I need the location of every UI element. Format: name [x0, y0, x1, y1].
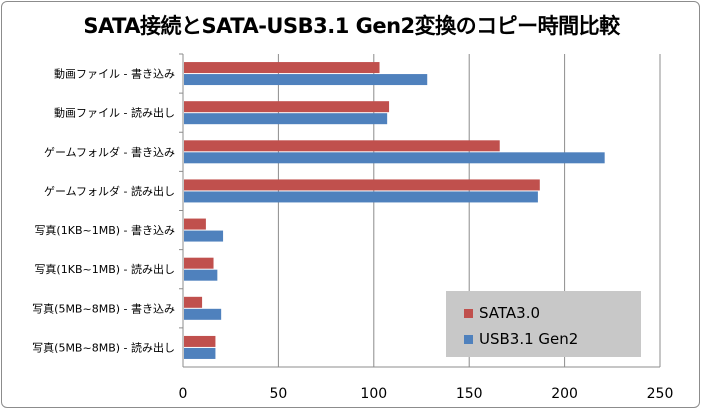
- x-tick-label: 50: [269, 386, 287, 402]
- y-category-label: 動画ファイル - 読み出し: [54, 106, 175, 120]
- legend-swatch-series-1: [464, 308, 473, 318]
- legend: SATA3.0 USB3.1 Gen2: [446, 291, 641, 357]
- bar-usb-5: [184, 230, 224, 242]
- bar-usb-2: [184, 113, 388, 125]
- y-category-label: ゲームフォルダ - 読み出し: [44, 184, 175, 198]
- y-category-label: ゲームフォルダ - 書き込み: [44, 145, 175, 159]
- bar-sata-8: [184, 335, 216, 347]
- chart-title: SATA接続とSATA-USB3.1 Gen2変換のコピー時間比較: [83, 14, 620, 38]
- y-category-label: 写真(1KB~1MB) - 書き込み: [34, 223, 175, 237]
- y-category-label: 写真(5MB~8MB) - 読み出し: [32, 340, 175, 354]
- bar-sata-5: [184, 218, 206, 230]
- bar-sata-1: [184, 62, 380, 74]
- legend-label-series-1: SATA3.0: [479, 304, 541, 322]
- bar-sata-6: [184, 257, 214, 269]
- x-tick-label: 200: [551, 386, 578, 402]
- bar-usb-3: [184, 152, 605, 164]
- bar-sata-4: [184, 179, 540, 191]
- bar-usb-8: [184, 347, 216, 359]
- legend-item-series-1: SATA3.0: [464, 303, 540, 323]
- legend-swatch-series-2: [464, 334, 473, 344]
- bar-sata-3: [184, 140, 500, 152]
- x-tick-label: 100: [360, 386, 387, 402]
- bar-usb-6: [184, 269, 218, 281]
- bar-sata-2: [184, 101, 390, 113]
- y-category-label: 写真(1KB~1MB) - 読み出し: [34, 262, 175, 276]
- x-tick-label: 150: [456, 386, 483, 402]
- bar-usb-7: [184, 308, 222, 320]
- legend-label-series-2: USB3.1 Gen2: [479, 330, 579, 348]
- bar-usb-4: [184, 191, 538, 203]
- x-tick-label: 0: [179, 386, 188, 402]
- bar-usb-1: [184, 74, 428, 86]
- legend-item-series-2: USB3.1 Gen2: [464, 329, 578, 349]
- x-tick-label: 250: [647, 386, 674, 402]
- bar-sata-7: [184, 296, 203, 308]
- y-category-label: 動画ファイル - 書き込み: [54, 67, 175, 81]
- y-category-label: 写真(5MB~8MB) - 書き込み: [32, 301, 175, 315]
